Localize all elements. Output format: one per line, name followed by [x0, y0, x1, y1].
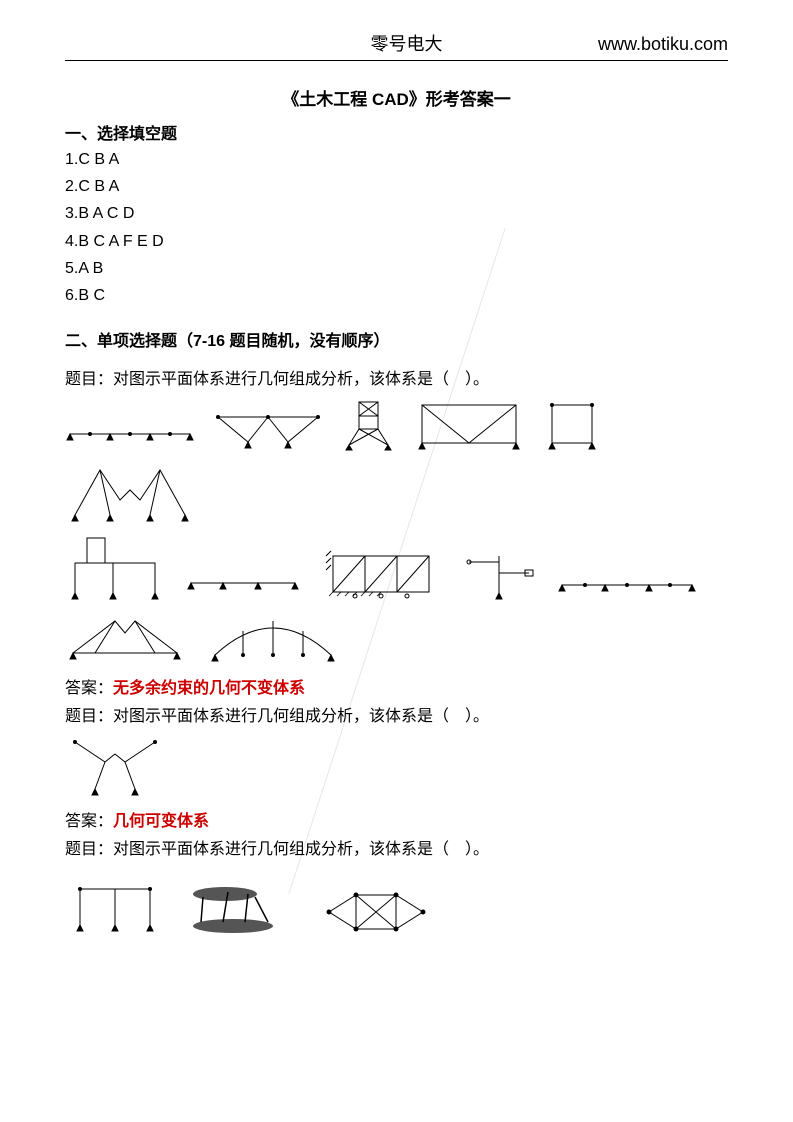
s1-item-4: 4.B C A F E D: [65, 228, 728, 255]
diagram-x-truss: [65, 611, 185, 666]
diagram-beam-1: [65, 422, 195, 452]
diagram-truss-1: [213, 407, 323, 452]
q3-diagram-row: [65, 877, 728, 937]
diagram-y-frame: [65, 734, 165, 799]
q2-answer: 答案：几何可变体系: [65, 807, 728, 831]
answer-label: 答案：: [65, 680, 113, 697]
q1-diagram-row1: [65, 397, 728, 452]
q2-text: 题目：对图示平面体系进行几何组成分析，该体系是（ ）。: [65, 702, 728, 726]
section1-heading: 一、选择填空题: [65, 120, 728, 144]
diagram-diamond-truss: [321, 887, 431, 937]
document-title: 《土木工程 CAD》形考答案一: [65, 85, 728, 110]
diagram-portal-1: [65, 533, 165, 603]
diagram-m-truss: [65, 460, 195, 525]
s1-item-2: 2.C B A: [65, 173, 728, 200]
answer-text-red: 无多余约束的几何不变体系: [113, 680, 305, 697]
diagram-braced-frame: [321, 548, 441, 603]
diagram-blob-truss: [183, 882, 303, 937]
s1-item-5: 5.A B: [65, 255, 728, 282]
s1-item-6: 6.B C: [65, 282, 728, 309]
diagram-tower-1: [341, 397, 396, 452]
q2-diagram-row: [65, 734, 728, 799]
s1-item-3: 3.B A C D: [65, 200, 728, 227]
q1-diagram-row4: [65, 611, 728, 666]
page-header: 零号电大 www.botiku.com: [65, 30, 728, 61]
q1-diagram-row3: [65, 533, 728, 603]
diagram-frame-1: [414, 397, 524, 452]
diagram-portal-2: [65, 877, 165, 937]
q1-diagram-row2: [65, 460, 728, 525]
q1-answer: 答案：无多余约束的几何不变体系: [65, 674, 728, 698]
header-url: www.botiku.com: [598, 34, 728, 55]
document-page: 零号电大 www.botiku.com 《土木工程 CAD》形考答案一 一、选择…: [0, 0, 793, 985]
diagram-arch: [203, 611, 343, 666]
diagram-beam-3: [557, 573, 697, 603]
q3-text: 题目：对图示平面体系进行几何组成分析，该体系是（ ）。: [65, 835, 728, 859]
q1-text: 题目：对图示平面体系进行几何组成分析，该体系是（ ）。: [65, 365, 728, 389]
diagram-t-frame: [459, 548, 539, 603]
s1-item-1: 1.C B A: [65, 146, 728, 173]
header-center: 零号电大: [65, 30, 598, 56]
diagram-square-1: [542, 397, 602, 452]
answer-text-red: 几何可变体系: [113, 813, 209, 830]
section2-heading: 二、单项选择题（7-16 题目随机，没有顺序）: [65, 327, 728, 351]
answer-label: 答案：: [65, 813, 113, 830]
diagram-beam-2: [183, 568, 303, 603]
